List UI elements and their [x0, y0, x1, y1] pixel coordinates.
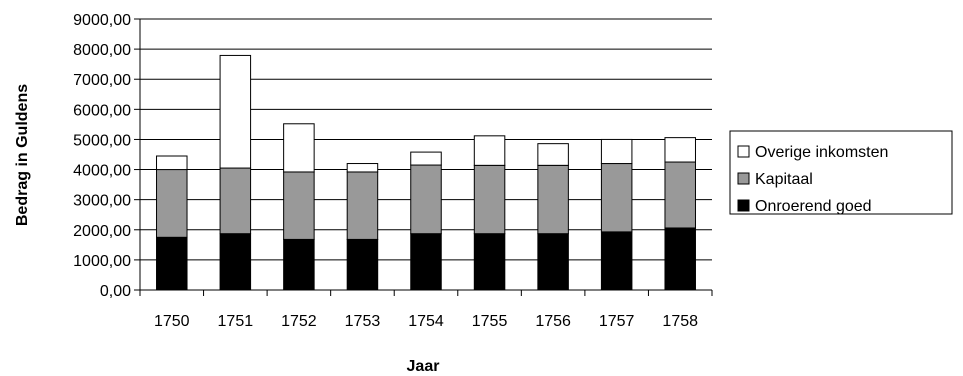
bars: [156, 54, 696, 291]
y-tick-label: 9000,00: [73, 12, 131, 29]
legend-frame: [729, 130, 953, 215]
x-tick-label: 1757: [599, 313, 635, 330]
y-tick-label: 8000,00: [73, 42, 131, 59]
x-tick-label: 1751: [218, 313, 254, 330]
legend-swatch-onroerend-goed: [737, 199, 750, 212]
bar-kapitaal-1752: [283, 171, 315, 240]
bar-onroerend-goed-1755: [473, 233, 506, 291]
bar-onroerend-goed-1758: [664, 227, 696, 291]
bar-onroerend-goed-1750: [156, 236, 188, 291]
bar-overige-inkomsten-1751: [219, 54, 252, 169]
bar-onroerend-goed-1753: [346, 238, 379, 291]
bar-overige-inkomsten-1757: [600, 138, 633, 165]
bar-onroerend-goed-1752: [283, 238, 315, 291]
bar-kapitaal-1751: [219, 167, 252, 235]
bar-overige-inkomsten-1750: [156, 155, 188, 171]
y-tick-label: 1000,00: [73, 253, 131, 270]
bar-overige-inkomsten-1758: [664, 137, 696, 163]
x-tick-label: 1758: [662, 313, 698, 330]
bar-kapitaal-1750: [156, 169, 188, 238]
x-tick-label: 1750: [154, 313, 190, 330]
y-tick-label: 0,00: [100, 283, 131, 300]
x-tick-label: 1753: [345, 313, 381, 330]
y-tick-label: 2000,00: [73, 223, 131, 240]
x-tick-label: 1752: [281, 313, 317, 330]
y-tick-label: 4000,00: [73, 163, 131, 180]
legend-label: Overige inkomsten: [755, 144, 888, 161]
bar-kapitaal-1753: [346, 171, 379, 240]
bar-onroerend-goed-1754: [410, 233, 442, 291]
x-tick-labels: 1750 1751 1752 1753 1754 1755 1756 1757 1758: [154, 313, 698, 330]
bar-kapitaal-1757: [600, 163, 633, 233]
y-tick-label: 5000,00: [73, 132, 131, 149]
y-axis-title: Bedrag in Guldens: [14, 84, 31, 226]
bar-kapitaal-1758: [664, 161, 696, 229]
y-tick-labels: 0,00 1000,00 2000,00 3000,00 4000,00 5000,00 6…: [73, 12, 131, 300]
bar-onroerend-goed-1756: [537, 233, 569, 291]
bar-overige-inkomsten-1755: [473, 135, 506, 166]
bar-overige-inkomsten-1753: [346, 163, 379, 173]
legend-swatch-kapitaal: [737, 172, 750, 185]
x-tick-label: 1756: [535, 313, 571, 330]
legend-label: Onroerend goed: [755, 198, 872, 215]
y-tick-label: 6000,00: [73, 102, 131, 119]
bar-overige-inkomsten-1756: [537, 143, 569, 166]
x-axis-title: Jaar: [407, 358, 440, 375]
bar-overige-inkomsten-1754: [410, 151, 442, 166]
bar-onroerend-goed-1751: [219, 233, 252, 291]
bar-kapitaal-1755: [473, 164, 506, 235]
y-tick-label: 3000,00: [73, 193, 131, 210]
bar-overige-inkomsten-1752: [283, 123, 315, 173]
legend-swatch-overige-inkomsten: [737, 145, 750, 158]
bar-kapitaal-1756: [537, 164, 569, 235]
bar-onroerend-goed-1757: [600, 231, 633, 291]
y-tick-label: 7000,00: [73, 72, 131, 89]
x-tick-label: 1755: [472, 313, 508, 330]
legend-label: Kapitaal: [755, 171, 813, 188]
axes: [134, 18, 713, 296]
x-tick-label: 1754: [408, 313, 444, 330]
legend: Overige inkomsten Kapitaal Onroerend goed: [729, 130, 953, 215]
bar-kapitaal-1754: [410, 164, 442, 235]
